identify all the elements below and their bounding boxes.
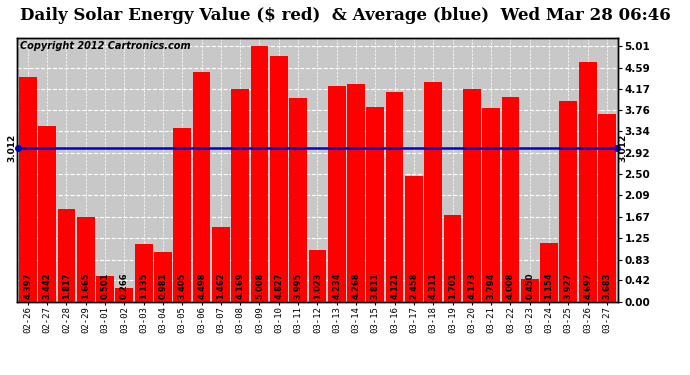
Bar (231, 89, 249, 302)
Text: 1.701: 1.701 (448, 273, 457, 299)
Text: 3.012: 3.012 (8, 134, 17, 162)
Text: 4.234: 4.234 (332, 273, 341, 299)
Text: 3.995: 3.995 (294, 273, 303, 299)
Text: 3.405: 3.405 (178, 273, 187, 299)
Text: Daily Solar Energy Value ($ red)  & Average (blue)  Wed Mar 28 06:46: Daily Solar Energy Value ($ red) & Avera… (19, 8, 671, 24)
Text: 0.501: 0.501 (101, 273, 110, 299)
Bar (250, 46, 268, 302)
Text: 4.173: 4.173 (467, 273, 476, 299)
Text: 4.827: 4.827 (275, 273, 284, 299)
Text: 4.008: 4.008 (506, 273, 515, 299)
Text: 1.665: 1.665 (81, 273, 90, 299)
Bar (328, 86, 346, 302)
Bar (463, 89, 481, 302)
Bar (521, 279, 539, 302)
Text: 0.981: 0.981 (159, 273, 168, 299)
Text: 3.683: 3.683 (602, 273, 611, 299)
Bar (57, 209, 75, 302)
Bar (193, 72, 210, 302)
Text: 4.121: 4.121 (390, 273, 399, 299)
Text: 1.154: 1.154 (544, 273, 553, 299)
Bar (579, 62, 597, 302)
Text: 3.794: 3.794 (486, 273, 495, 299)
Bar (444, 215, 462, 302)
Text: 1.023: 1.023 (313, 273, 322, 299)
Text: 3.442: 3.442 (43, 273, 52, 299)
Bar (386, 92, 404, 302)
Bar (173, 128, 191, 302)
Text: 1.135: 1.135 (139, 273, 148, 299)
Bar (540, 243, 558, 302)
Bar (38, 126, 56, 302)
Bar (366, 107, 384, 302)
Text: 1.817: 1.817 (62, 273, 71, 299)
Text: 0.266: 0.266 (120, 273, 129, 299)
Bar (308, 250, 326, 302)
Text: 4.311: 4.311 (428, 273, 437, 299)
Bar (77, 217, 95, 302)
Text: 5.008: 5.008 (255, 273, 264, 299)
Text: 3.811: 3.811 (371, 273, 380, 299)
Text: 1.462: 1.462 (217, 273, 226, 299)
Bar (135, 244, 152, 302)
Text: 3.927: 3.927 (564, 273, 573, 299)
Bar (424, 82, 442, 302)
Text: 4.268: 4.268 (351, 273, 360, 299)
Text: 4.697: 4.697 (583, 273, 592, 299)
Text: 2.458: 2.458 (409, 273, 418, 299)
Bar (270, 56, 288, 302)
Bar (405, 176, 423, 302)
Bar (289, 98, 307, 302)
Bar (560, 102, 578, 302)
Bar (19, 78, 37, 302)
Text: 4.498: 4.498 (197, 273, 206, 299)
Bar (96, 276, 114, 302)
Bar (115, 288, 133, 302)
Bar (598, 114, 615, 302)
Text: 4.397: 4.397 (23, 273, 32, 299)
Text: 3.012: 3.012 (618, 134, 627, 162)
Bar (212, 227, 230, 302)
Bar (482, 108, 500, 302)
Bar (502, 98, 520, 302)
Bar (347, 84, 365, 302)
Text: 0.450: 0.450 (525, 273, 534, 299)
Bar (154, 252, 172, 302)
Text: 4.169: 4.169 (236, 273, 245, 299)
Text: Copyright 2012 Cartronics.com: Copyright 2012 Cartronics.com (20, 42, 191, 51)
